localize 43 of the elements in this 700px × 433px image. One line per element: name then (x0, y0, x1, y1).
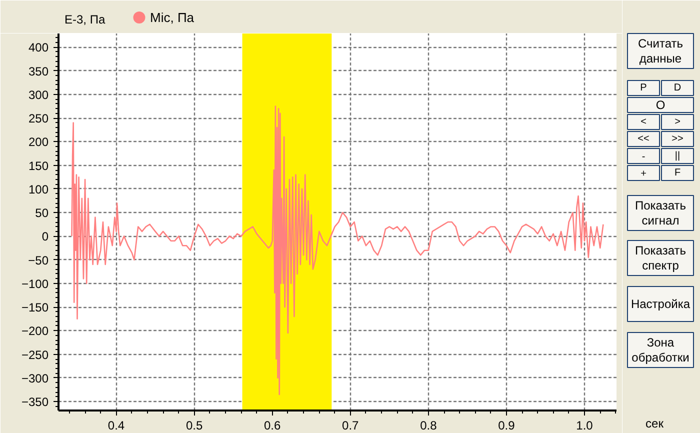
y-tick-label: 200 (28, 135, 49, 150)
text: Показать спектр (634, 243, 686, 273)
text: || (674, 150, 680, 162)
text: Зона обработки (632, 335, 690, 365)
x-tick-label: 0.8 (420, 418, 438, 432)
y-tick-label: −250 (21, 348, 49, 362)
x-tick-label: 1.0 (576, 418, 594, 432)
y-tick-label: 0 (42, 230, 49, 244)
y-tick-label: 350 (28, 64, 49, 78)
y-tick-label: −150 (21, 300, 49, 315)
text: P (640, 82, 648, 94)
x-tick-label: 0.7 (342, 418, 360, 432)
y-tick-label: −50 (28, 253, 49, 268)
text: + (640, 168, 647, 180)
y-tick-label: 300 (28, 88, 49, 102)
y-tick-label: −350 (21, 395, 49, 410)
x-axis-title: сек (646, 416, 664, 430)
y-tick-label: −300 (21, 371, 49, 386)
x-tick-label: 0.4 (108, 418, 125, 432)
y-tick-label: 400 (28, 40, 49, 55)
x-tick-label: 0.6 (264, 418, 281, 432)
text: D (674, 82, 682, 94)
y-tick-label: 150 (28, 158, 49, 173)
y-tick-label: −200 (21, 324, 49, 338)
text: > (674, 116, 681, 128)
y-tick-label: 250 (28, 112, 49, 126)
text: << (638, 134, 650, 144)
text: Показать сигнал (634, 198, 686, 228)
y-tick-label: −100 (21, 276, 49, 291)
text: < (640, 116, 647, 128)
legend-label: Mic, Па (150, 10, 195, 25)
text: Считать данные (638, 36, 684, 66)
x-tick-label: 0.9 (498, 418, 516, 432)
text: O (656, 98, 666, 112)
y-tick-label: 100 (28, 182, 49, 196)
line-series (71, 106, 604, 396)
y-axis-title: E-3, Па (64, 12, 106, 26)
text: Настройка (630, 297, 690, 311)
text: - (642, 152, 646, 162)
text: >> (672, 134, 684, 144)
text: F (674, 168, 681, 178)
y-tick-label: 50 (35, 206, 49, 220)
x-tick-label: 0.5 (186, 418, 203, 432)
